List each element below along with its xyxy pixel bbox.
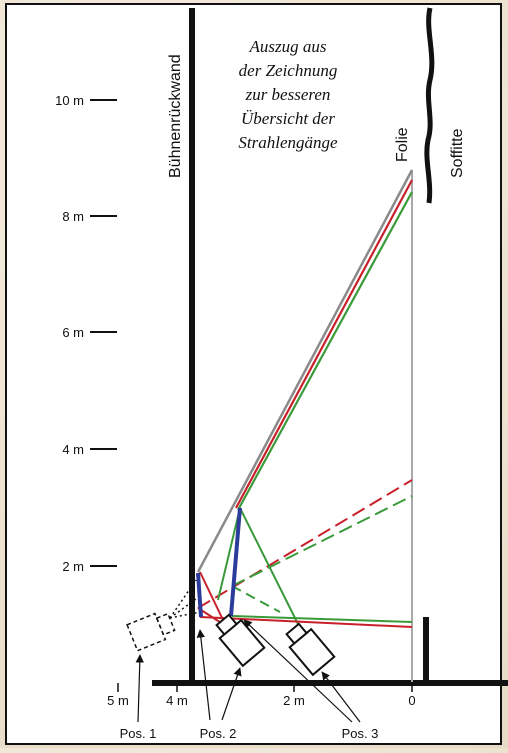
y-axis: 2 m 4 m 6 m 8 m 10 m [55, 93, 117, 574]
green-dashed-ray [231, 495, 413, 587]
pos2-leader [221, 667, 242, 721]
pos1-label: Pos. 1 [120, 726, 157, 741]
pos2-label: Pos. 2 [200, 726, 237, 741]
green-dashed-short [231, 585, 281, 613]
red-ray-far [235, 179, 413, 509]
y-tick-label: 10 m [55, 93, 84, 108]
caption-line: zur besseren [245, 85, 331, 104]
green-ray-far [237, 191, 413, 511]
caption-line: Übersicht der [241, 109, 335, 128]
pos3-leader [321, 671, 361, 723]
green-ray-low [231, 615, 413, 623]
dotted-ray [169, 579, 201, 619]
mirror-small [196, 572, 203, 618]
grey-ray-far [196, 169, 414, 573]
caption-line: Strahlengänge [238, 133, 338, 152]
projector-pos2-icon [215, 613, 266, 668]
red-ray-short [199, 571, 225, 623]
caption: Auszug aus der Zeichnung zur besseren Üb… [238, 37, 338, 152]
green-ray-mirror [217, 507, 241, 601]
caption-line: Auszug aus [249, 37, 327, 56]
green-ray-mirror [239, 507, 301, 629]
x-tick-label: 2 m [283, 693, 305, 708]
pos2-leader [196, 629, 211, 721]
x-tick-label: 4 m [166, 693, 188, 708]
caption-line: der Zeichnung [239, 61, 338, 80]
pos1-leader [135, 654, 144, 723]
pos3-label: Pos. 3 [342, 726, 379, 741]
drawing-panel [5, 3, 502, 745]
y-tick-label: 8 m [62, 209, 84, 224]
x-axis: 5 m 4 m 2 m 0 [107, 683, 416, 708]
x-tick-label: 5 m [107, 693, 129, 708]
projector-pos3-icon [285, 622, 336, 677]
y-tick-label: 6 m [62, 325, 84, 340]
soffit-label: Soffitte [449, 128, 466, 178]
foil-label: Folie [394, 127, 411, 162]
y-tick-label: 2 m [62, 559, 84, 574]
mirror-large [229, 507, 242, 617]
soffit-line [424, 7, 435, 204]
back-wall-label: Bühnenrückwand [167, 54, 184, 178]
red-ray-low [199, 616, 413, 628]
pos3-leader [243, 619, 353, 723]
x-tick-label: 0 [408, 693, 415, 708]
y-tick-label: 4 m [62, 442, 84, 457]
